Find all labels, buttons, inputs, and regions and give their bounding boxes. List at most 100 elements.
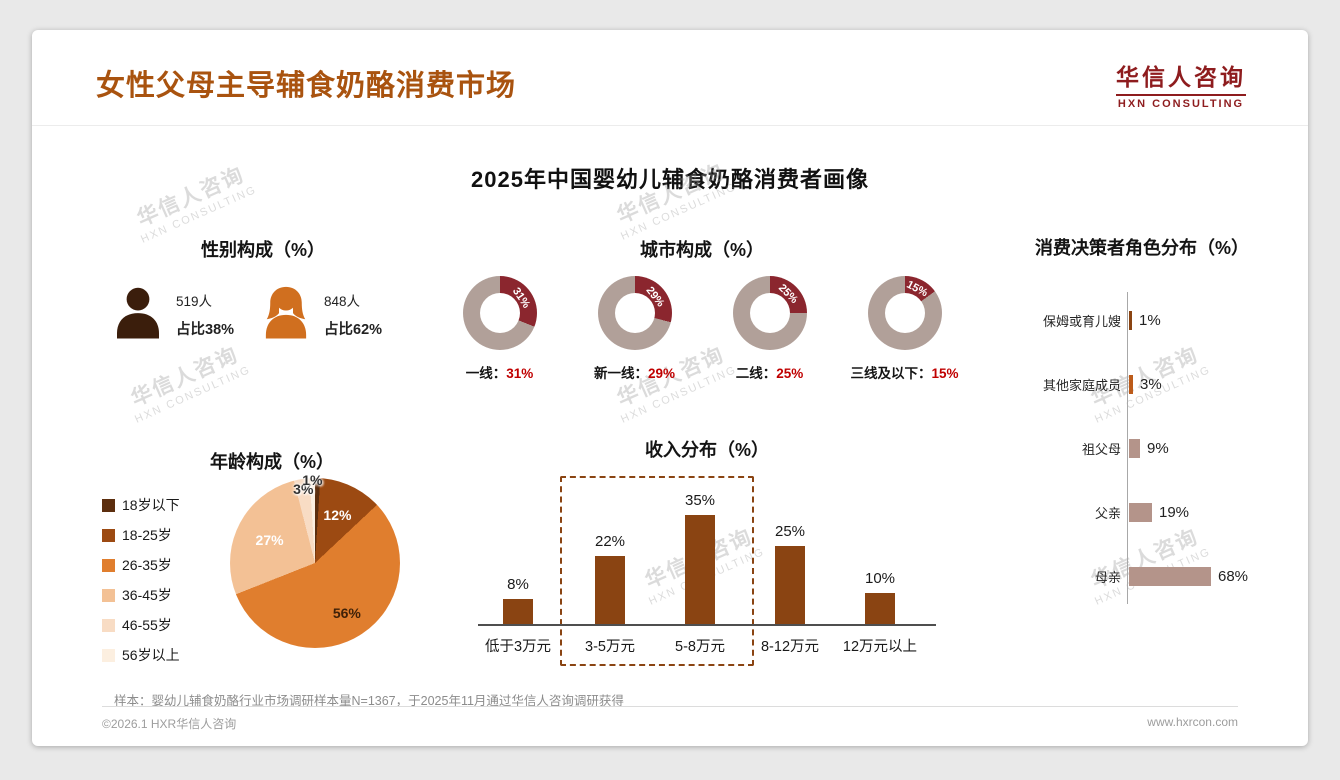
- income-category: 3-5万元: [585, 639, 635, 655]
- female-count: 848人: [324, 293, 361, 309]
- legend-item: 56岁以上: [102, 640, 442, 670]
- legend-label: 36-45岁: [122, 587, 172, 603]
- decision-value: 68%: [1218, 567, 1249, 585]
- donut-hole: [614, 293, 655, 333]
- legend-swatch: [102, 498, 115, 512]
- city-donut: 15%: [867, 276, 942, 350]
- legend-item: 46-55岁: [102, 610, 442, 640]
- decision-bar-chart: 保姆或育儿嫂 1% 其他家庭成员 3% 祖父母 9% 父亲 19% 母亲 68%: [994, 288, 1290, 608]
- city-donut-block: 31% 一线：31%: [432, 276, 567, 382]
- decision-row: 保姆或育儿嫂 1%: [994, 288, 1290, 352]
- decision-bar-zone: 19%: [1121, 502, 1290, 522]
- city-donut-block: 29% 新一线：29%: [567, 276, 702, 382]
- legend-swatch: [102, 558, 115, 572]
- income-bar: [865, 593, 895, 624]
- age-legend: 18岁以下 18-25岁 26-35岁 36-45岁 46-55岁 56岁以上: [102, 490, 442, 670]
- income-category: 12万元以上: [842, 639, 918, 655]
- city-donut-row: 31% 一线：31% 29% 新一线：29% 25% 二线：25% 15% 三线及以下：15%: [432, 276, 972, 382]
- income-category: 5-8万元: [675, 639, 725, 655]
- income-bar: [685, 515, 715, 624]
- decision-row: 祖父母 9%: [994, 416, 1290, 480]
- decision-bar: [1129, 374, 1133, 394]
- legend-label: 46-55岁: [122, 617, 172, 633]
- legend-label: 18岁以下: [122, 497, 180, 513]
- legend-swatch: [102, 648, 115, 662]
- decision-value: 3%: [1140, 375, 1162, 393]
- city-donut-block: 25% 二线：25%: [702, 276, 837, 382]
- age-pie-chart: 12% 56% 27% 3% 1%: [230, 472, 400, 648]
- female-share: 占比62%: [324, 321, 383, 338]
- decision-label: 母亲: [1094, 569, 1121, 585]
- logo: 华信人咨询 HXN CONSULTING: [1116, 58, 1246, 110]
- decision-bar: [1129, 310, 1132, 330]
- website-link[interactable]: www.hxrcon.com: [1147, 715, 1238, 729]
- donut-caption: 二线：25%: [702, 362, 837, 382]
- age-title: 年龄构成（%）: [209, 452, 334, 472]
- income-x-axis: [478, 624, 936, 626]
- donut-caption-label: 一线：: [465, 366, 507, 381]
- legend-item: 18岁以下: [102, 490, 442, 520]
- decision-row: 其他家庭成员 3%: [994, 352, 1290, 416]
- decision-title: 消费决策者角色分布（%）: [1034, 238, 1249, 258]
- age-pie-wrap: 12% 56% 27% 3% 1%: [230, 472, 400, 648]
- page-title: 女性父母主导辅食奶酪消费市场: [96, 70, 517, 102]
- decision-label: 父亲: [1094, 505, 1121, 521]
- city-title: 城市构成（%）: [639, 240, 764, 260]
- legend-item: 18-25岁: [102, 520, 442, 550]
- pie-slice-label: 12%: [323, 507, 352, 524]
- donut-hole: [749, 293, 790, 333]
- legend-swatch: [102, 588, 115, 602]
- legend-item: 26-35岁: [102, 550, 442, 580]
- decision-bar: [1129, 502, 1152, 522]
- donut-caption: 三线及以下：15%: [837, 362, 972, 382]
- logo-text-cn: 华信人咨询: [1116, 64, 1246, 90]
- decision-bar-zone: 9%: [1121, 438, 1290, 458]
- city-donut: 25%: [732, 276, 807, 350]
- income-bar: [775, 546, 805, 624]
- pie-slice-label: 27%: [255, 531, 284, 548]
- male-share: 占比38%: [176, 321, 235, 338]
- donut-caption-value: 31%: [506, 366, 534, 381]
- pie-slice-label: 56%: [332, 605, 361, 622]
- donut-caption-value: 15%: [931, 366, 959, 381]
- pie-slice-label: 1%: [302, 471, 323, 488]
- income-value: 25%: [774, 523, 806, 540]
- decision-bar: [1129, 438, 1140, 458]
- decision-bar: [1129, 566, 1211, 586]
- gender-title: 性别构成（%）: [200, 240, 325, 260]
- donut-caption-value: 29%: [647, 366, 676, 381]
- city-panel: 城市构成（%） 31% 一线：31% 29% 新一线：29% 25% 二线：25% 15% 三…: [432, 236, 972, 382]
- donut-caption-label: 新一线：: [593, 366, 648, 381]
- income-value: 35%: [684, 492, 716, 509]
- decision-label: 其他家庭成员: [1042, 377, 1121, 393]
- legend-label: 56岁以上: [122, 647, 180, 663]
- donut-caption: 新一线：29%: [567, 362, 702, 382]
- decision-label: 祖父母: [1081, 441, 1121, 457]
- donut-caption-label: 二线：: [735, 366, 777, 381]
- donut-hole: [884, 293, 925, 333]
- male-count: 519人: [176, 293, 213, 309]
- income-title: 收入分布（%）: [644, 440, 769, 460]
- chart-main-title: 2025年中国婴幼儿辅食奶酪消费者画像: [471, 167, 869, 192]
- income-category: 低于3万元: [484, 639, 552, 655]
- income-bar-chart: 8% 低于3万元 22% 3-5万元 35% 5-8万元 25% 8-12万元 10% 12万元以…: [472, 476, 942, 668]
- income-panel: 收入分布（%） 8% 低于3万元 22% 3-5万元 35% 5-8万元 25% 8-12万元…: [472, 436, 942, 668]
- sample-note: 样本：婴幼儿辅食奶酪行业市场调研样本量N=1367，于2025年11月通过华信人…: [114, 694, 624, 708]
- watermark-line1: 华信人咨询: [127, 342, 243, 411]
- income-value: 22%: [594, 533, 626, 550]
- decision-label: 保姆或育儿嫂: [1042, 313, 1121, 329]
- footer: ©2026.1 HXR华信人咨询 www.hxrcon.com: [102, 706, 1238, 732]
- female-stats: 848人 占比62%: [324, 290, 382, 339]
- male-stats: 519人 占比38%: [176, 290, 234, 339]
- gender-panel: 性别构成（%） 519人 占比38%: [110, 236, 416, 344]
- decision-row: 父亲 19%: [994, 480, 1290, 544]
- donut-caption: 一线：31%: [432, 362, 567, 382]
- income-value: 8%: [507, 576, 529, 593]
- male-icon: [110, 284, 166, 344]
- copyright-text: ©2026.1 HXR华信人咨询: [102, 717, 237, 731]
- female-icon: [258, 284, 314, 344]
- donut-hole: [479, 293, 520, 333]
- decision-bar-zone: 3%: [1121, 374, 1290, 394]
